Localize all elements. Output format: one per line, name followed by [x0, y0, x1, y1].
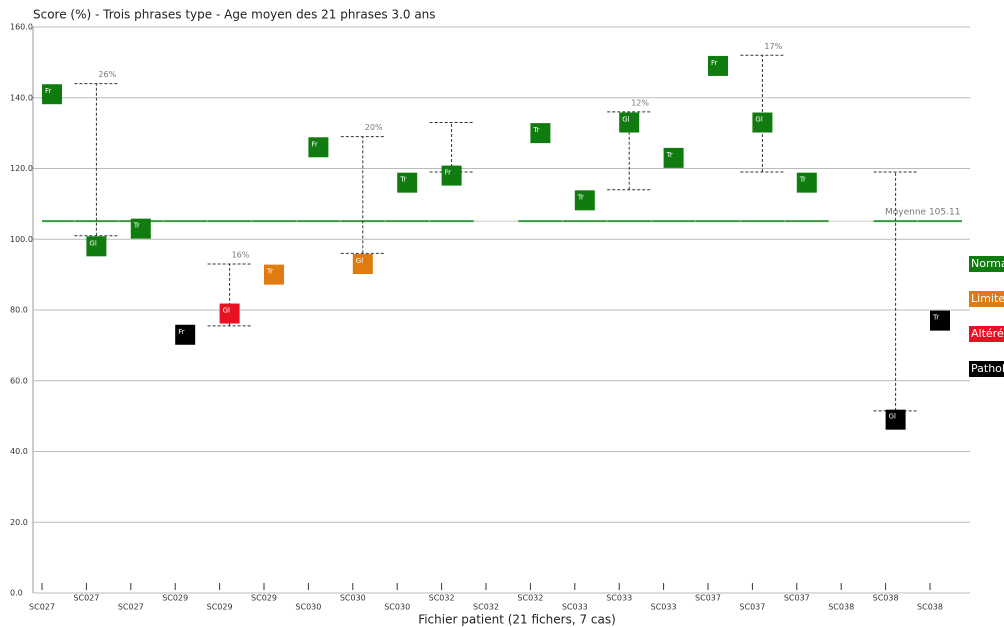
x-tick-label: SC029	[251, 594, 277, 603]
x-tick-label: SC027	[29, 603, 55, 612]
marker-label: Tr	[666, 151, 673, 159]
legend-swatch	[969, 326, 1004, 342]
range-label: 16%	[232, 251, 250, 260]
y-tick-label: 40.0	[10, 447, 28, 456]
x-tick-label: SC030	[340, 594, 366, 603]
marker-label: Fr	[45, 87, 52, 95]
marker-label: Gl	[889, 413, 896, 421]
x-tick-label: SC030	[384, 603, 410, 612]
marker-label: Tr	[133, 222, 140, 230]
marker	[796, 172, 817, 193]
marker	[708, 55, 728, 76]
legend-swatch	[969, 361, 1004, 377]
x-tick-label: SC027	[118, 603, 144, 612]
marker	[42, 84, 62, 105]
x-tick-label: SC037	[784, 594, 810, 603]
marker-label: Fr	[445, 169, 452, 177]
legend-label: Pathol	[971, 362, 1004, 375]
marker-label: Tr	[799, 176, 806, 184]
x-tick-label: SC033	[606, 594, 632, 603]
marker	[86, 236, 107, 257]
marker-label: Tr	[532, 126, 539, 134]
marker-label: Gl	[622, 116, 629, 124]
marker	[441, 165, 462, 186]
marker-label: Gl	[755, 116, 762, 124]
y-tick-label: 60.0	[10, 376, 28, 385]
range-label: 12%	[631, 98, 649, 107]
marker	[397, 172, 418, 193]
legend-label: Altéré	[971, 327, 1004, 340]
marker	[885, 409, 906, 430]
y-tick-label: 0.0	[10, 589, 23, 598]
x-tick-label: SC038	[917, 603, 943, 612]
marker	[663, 147, 684, 168]
x-tick-label: SC037	[695, 594, 721, 603]
y-tick-label: 80.0	[10, 306, 28, 315]
marker-label: Tr	[932, 314, 939, 322]
y-tick-label: 20.0	[10, 518, 28, 527]
legend-label: Limite	[971, 292, 1004, 305]
x-tick-label: SC033	[651, 603, 677, 612]
y-tick-label: 100.0	[10, 235, 33, 244]
x-tick-label: SC038	[828, 603, 854, 612]
marker-label: Fr	[178, 328, 185, 336]
marker	[574, 190, 595, 211]
marker	[130, 218, 151, 239]
y-tick-label: 160.0	[10, 23, 33, 32]
x-tick-label: SC032	[429, 594, 455, 603]
x-tick-label: SC032	[473, 603, 499, 612]
marker-label: Gl	[223, 307, 230, 315]
marker	[308, 137, 329, 158]
marker-label: Gl	[356, 257, 363, 265]
mean-label: Moyenne 105.11	[885, 208, 960, 218]
marker	[619, 112, 640, 133]
x-tick-label: SC032	[517, 594, 543, 603]
range-label: 17%	[764, 42, 782, 51]
x-axis-label: Fichier patient (21 fichers, 7 cas)	[418, 613, 616, 627]
x-tick-label: SC038	[873, 594, 899, 603]
x-tick-label: SC029	[207, 603, 233, 612]
x-tick-label: SC037	[739, 603, 765, 612]
marker-label: Tr	[266, 268, 273, 276]
marker	[930, 310, 950, 331]
marker	[530, 123, 551, 144]
legend-swatch	[969, 256, 1004, 272]
legend-label: Norma	[971, 257, 1004, 270]
x-tick-label: SC033	[562, 603, 588, 612]
y-tick-label: 120.0	[10, 164, 33, 173]
x-tick-label: SC029	[162, 594, 188, 603]
marker	[752, 112, 773, 133]
marker	[175, 324, 196, 345]
y-tick-label: 140.0	[10, 93, 33, 102]
legend-swatch	[969, 291, 1004, 307]
marker-label: Gl	[89, 239, 96, 247]
marker-label: Fr	[711, 59, 718, 67]
chart-title: Score (%) - Trois phrases type - Age moy…	[33, 8, 436, 22]
range-label: 20%	[365, 123, 383, 132]
x-tick-label: SC027	[73, 594, 99, 603]
range-label: 26%	[98, 70, 116, 79]
marker	[352, 254, 373, 275]
marker-label: Tr	[577, 193, 584, 201]
marker-label: Tr	[399, 176, 406, 184]
marker	[264, 264, 284, 285]
marker-label: Fr	[311, 140, 318, 148]
marker	[219, 303, 240, 324]
x-tick-label: SC030	[295, 603, 321, 612]
